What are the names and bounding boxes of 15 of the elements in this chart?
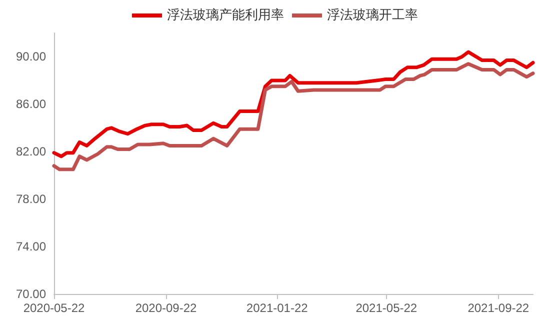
x-tick-label: 2020-09-22: [135, 301, 198, 315]
y-tick-label: 70.00: [16, 287, 46, 301]
x-tick-label: 2021-01-22: [246, 301, 308, 315]
y-tick-label: 90.00: [16, 50, 46, 64]
line-series: [52, 62, 535, 172]
x-tick-label: 2020-05-22: [23, 301, 86, 315]
y-tick-label: 78.00: [16, 192, 46, 206]
line-series: [52, 50, 535, 158]
y-tick-label: 82.00: [16, 144, 46, 159]
legend-label: 浮法玻璃开工率: [327, 7, 418, 23]
legend-label: 浮法玻璃产能利用率: [167, 7, 284, 23]
x-tick-label: 2021-05-22: [356, 301, 418, 315]
y-tick-label: 74.00: [16, 240, 46, 254]
x-tick-label: 2021-09-22: [468, 301, 530, 315]
y-tick-label: 86.00: [16, 97, 46, 112]
